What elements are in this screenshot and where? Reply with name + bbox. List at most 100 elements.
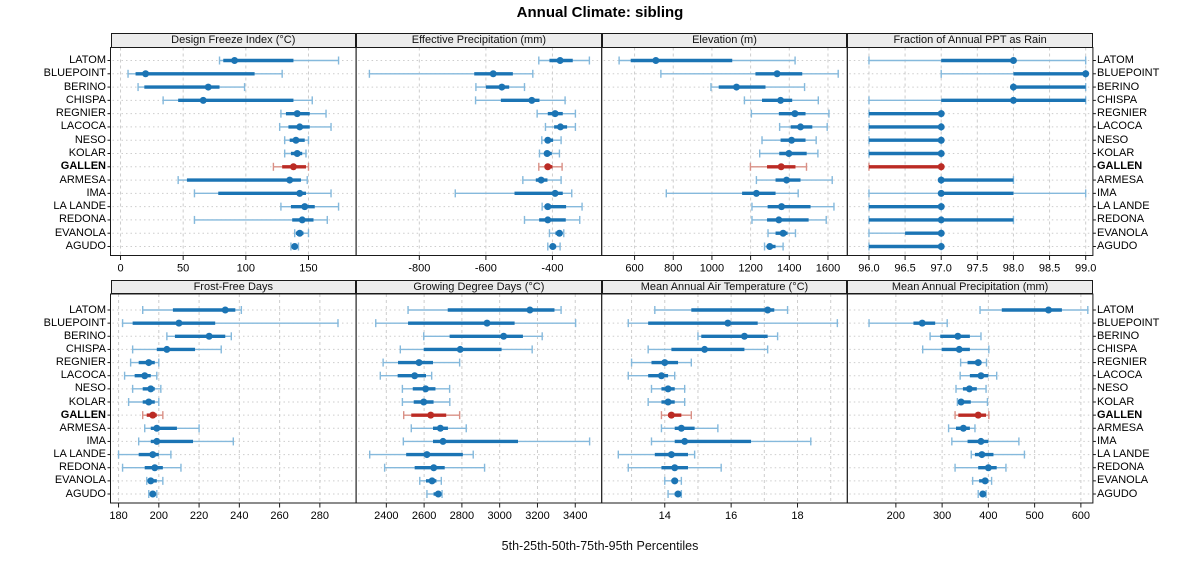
site-label-left: BERINO [63, 80, 106, 93]
panel-frame [110, 293, 357, 504]
tick-label: 2600 [412, 510, 436, 522]
median-dot [434, 490, 442, 498]
median-dot [231, 57, 239, 64]
median-dot [483, 319, 491, 327]
median-dot [147, 477, 155, 485]
site-label-left: NESO [74, 133, 106, 146]
tick-label: 100 [237, 263, 255, 275]
site-label-left: LA LANDE [53, 448, 106, 461]
figure-title: Annual Climate: sibling [516, 4, 684, 21]
median-dot [752, 189, 760, 197]
median-dot [667, 451, 675, 459]
site-label-left: GALLEN [60, 408, 106, 421]
median-dot [141, 372, 149, 380]
site-label-left: AGUDO [65, 240, 106, 252]
site-label-left: LATOM [69, 54, 106, 66]
tick-label: 260 [270, 510, 288, 522]
median-dot [204, 83, 212, 91]
median-dot [1009, 96, 1017, 104]
median-dot [286, 176, 294, 184]
median-dot [783, 176, 791, 184]
median-dot [974, 411, 982, 419]
site-label-right: CHISPA [1097, 342, 1138, 355]
site-label-right: REDONA [1097, 461, 1145, 474]
median-dot [959, 424, 967, 432]
site-label-right: IMA [1097, 434, 1117, 447]
site-label-right: LACOCA [1097, 120, 1143, 133]
site-label-left: LACOCA [60, 369, 106, 382]
median-dot [296, 123, 304, 131]
tick-label: 14 [659, 510, 671, 522]
median-dot [544, 136, 552, 144]
site-label-right: LACOCA [1097, 369, 1143, 382]
median-dot [732, 83, 740, 91]
median-dot [667, 411, 675, 419]
median-dot [773, 70, 781, 78]
site-label-right: REDONA [1097, 213, 1145, 226]
median-dot [652, 57, 660, 64]
median-dot [937, 243, 945, 250]
median-dot [175, 319, 183, 327]
median-dot [163, 345, 171, 353]
tick-label: 220 [190, 510, 208, 522]
site-label-left: BLUEPOINT [43, 67, 106, 80]
median-dot [142, 70, 150, 78]
median-dot [549, 243, 557, 250]
site-label-left: KOLAR [68, 147, 106, 159]
tick-label: 1600 [816, 263, 840, 275]
median-dot [957, 398, 965, 406]
tick-label: -800 [408, 263, 430, 275]
median-dot [937, 163, 945, 171]
site-label-left: ARMESA [59, 421, 106, 434]
site-label-right: ARMESA [1097, 421, 1144, 434]
site-label-left: LATOM [69, 303, 106, 316]
site-label-right: LATOM [1097, 303, 1134, 316]
median-dot [937, 150, 945, 157]
median-dot [528, 96, 536, 104]
median-dot [556, 57, 564, 64]
median-dot [979, 490, 987, 498]
median-dot [205, 332, 213, 340]
median-dot [797, 123, 805, 131]
median-dot [420, 398, 428, 406]
median-dot [149, 490, 157, 498]
site-label-right: NESO [1097, 133, 1129, 146]
median-dot [677, 424, 685, 432]
median-dot [1009, 57, 1017, 64]
site-label-left: IMA [86, 186, 106, 199]
median-dot [151, 464, 159, 472]
median-dot [292, 136, 300, 144]
median-dot [551, 110, 559, 118]
median-dot [489, 70, 497, 78]
median-dot [296, 229, 304, 237]
median-dot [661, 359, 669, 367]
median-dot [955, 345, 963, 353]
median-dot [937, 136, 945, 144]
median-dot [544, 163, 552, 171]
median-dot [428, 477, 436, 485]
site-label-left: KOLAR [68, 395, 106, 408]
median-dot [149, 411, 157, 419]
median-dot [422, 385, 430, 393]
tick-label: 3400 [563, 510, 587, 522]
median-dot [543, 150, 551, 157]
median-dot [149, 451, 157, 459]
tick-label: 2400 [374, 510, 398, 522]
median-dot [555, 229, 563, 237]
tick-label: 96.5 [894, 263, 915, 275]
median-dot [427, 411, 435, 419]
tick-label: 96.0 [858, 263, 879, 275]
median-dot [415, 359, 423, 367]
median-dot [764, 306, 772, 314]
median-dot [775, 216, 783, 224]
site-label-left: CHISPA [65, 93, 106, 106]
panel-frame [846, 47, 1094, 256]
tick-label: 300 [933, 510, 951, 522]
panel-frame [846, 293, 1094, 504]
median-dot [984, 464, 992, 472]
median-dot [439, 437, 447, 445]
panel-frame [355, 47, 603, 256]
median-dot [500, 332, 508, 340]
tick-label: -400 [541, 263, 563, 275]
median-dot [537, 176, 545, 184]
